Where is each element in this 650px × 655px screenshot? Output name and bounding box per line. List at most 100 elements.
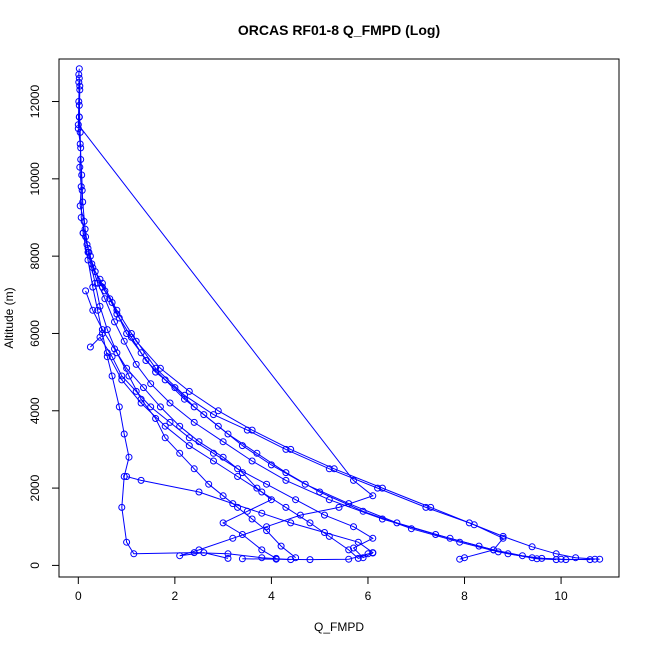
data-point	[103, 349, 111, 357]
data-point	[229, 500, 237, 508]
x-axis: 0 2 4 6 8 10	[75, 576, 568, 603]
y-tick-label: 4000	[28, 397, 42, 424]
data-point	[210, 449, 217, 457]
data-point	[528, 554, 536, 562]
data-point	[75, 98, 83, 105]
data-point	[528, 543, 536, 551]
data-point	[176, 422, 184, 430]
data-point	[282, 503, 290, 511]
data-point	[79, 229, 87, 237]
data-point	[263, 480, 271, 488]
data-point	[210, 457, 217, 465]
data-point	[156, 403, 164, 411]
data-point	[258, 554, 266, 562]
y-tick-label: 10000	[28, 162, 42, 196]
data-point	[234, 465, 242, 473]
data-point	[120, 430, 128, 438]
data-point	[325, 465, 333, 473]
data-point	[75, 74, 83, 82]
data-point	[475, 542, 483, 550]
data-point	[345, 546, 353, 554]
series-line	[101, 282, 504, 560]
x-tick-label: 10	[554, 589, 568, 603]
data-point	[359, 554, 367, 562]
data-point	[161, 422, 169, 430]
x-tick-label: 8	[461, 589, 468, 603]
data-point	[132, 337, 140, 345]
data-point	[190, 549, 198, 557]
data-point	[330, 465, 338, 473]
data-point	[369, 549, 377, 557]
data-point	[345, 555, 353, 563]
data-point	[267, 496, 275, 504]
y-tick-label: 8000	[28, 242, 42, 269]
data-point	[282, 476, 290, 484]
series-line	[90, 336, 374, 559]
data-point	[504, 550, 512, 558]
data-point	[238, 531, 246, 538]
data-point	[115, 403, 123, 411]
x-tick-label: 6	[365, 589, 372, 603]
data-point	[74, 125, 82, 133]
data-point	[76, 86, 84, 94]
data-point	[277, 542, 285, 550]
data-point	[258, 488, 266, 496]
data-point	[83, 241, 91, 249]
data-point	[325, 532, 333, 540]
data-point	[125, 453, 133, 461]
data-point	[267, 461, 275, 469]
data-point	[123, 330, 131, 337]
data-point	[238, 442, 246, 450]
data-point	[427, 503, 435, 511]
data-point	[127, 333, 135, 341]
data-point	[253, 484, 261, 492]
data-point	[393, 519, 401, 527]
series-line	[106, 352, 369, 559]
data-point	[263, 527, 271, 535]
data-point	[75, 71, 83, 78]
data-point	[94, 279, 102, 287]
data-point	[552, 550, 560, 558]
data-point	[185, 387, 193, 395]
y-axis-label: Altitude (m)	[2, 287, 16, 348]
data-point	[84, 256, 92, 264]
data-point	[364, 550, 372, 558]
data-point	[103, 326, 111, 334]
data-point	[234, 473, 242, 480]
data-point	[316, 488, 324, 496]
data-point	[123, 538, 131, 546]
data-point	[533, 555, 541, 563]
y-tick-label: 12000	[28, 85, 42, 119]
data-point	[98, 330, 106, 337]
data-point	[185, 434, 193, 442]
series-line	[130, 333, 600, 560]
data-point	[557, 555, 565, 563]
data-point	[321, 529, 328, 536]
data-point	[77, 183, 85, 191]
data-point	[156, 364, 164, 372]
data-point	[354, 538, 362, 546]
data-point	[224, 550, 232, 558]
data-point	[101, 295, 109, 303]
data-point	[142, 357, 150, 364]
data-point	[137, 476, 145, 484]
data-point	[378, 484, 386, 492]
data-point	[538, 554, 546, 562]
data-point	[147, 380, 155, 388]
data-point	[98, 279, 106, 287]
data-point	[76, 163, 84, 171]
data-point	[74, 121, 82, 129]
data-point	[161, 376, 169, 384]
data-point	[210, 411, 217, 419]
data-point	[282, 469, 290, 477]
data-point	[248, 457, 256, 465]
data-point	[140, 384, 147, 392]
data-point	[253, 449, 261, 457]
data-point	[407, 525, 415, 533]
data-point	[301, 480, 309, 488]
data-point	[120, 473, 128, 480]
data-point	[238, 469, 246, 477]
data-point	[325, 496, 333, 504]
data-point	[345, 500, 353, 508]
data-point	[171, 384, 179, 392]
